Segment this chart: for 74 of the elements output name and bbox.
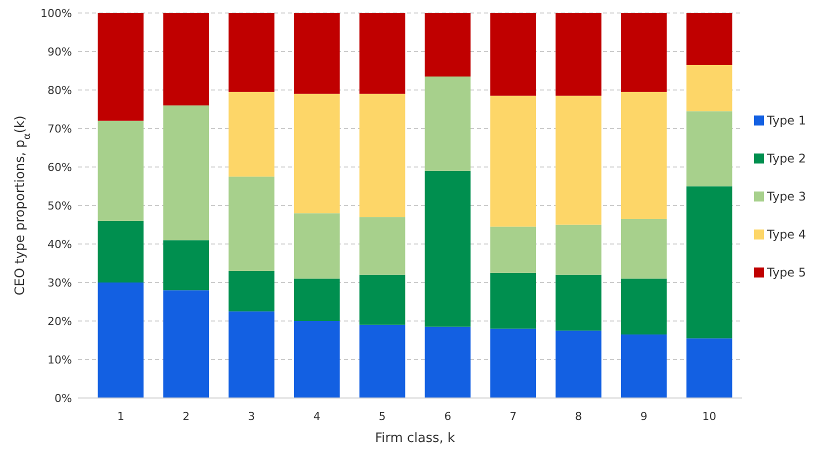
legend-label: Type 1 — [766, 114, 806, 128]
bar — [490, 272, 536, 329]
bar — [490, 328, 536, 398]
bar — [228, 270, 274, 312]
y-tick-label: 30% — [48, 276, 72, 290]
x-tick-label: 10 — [702, 410, 716, 423]
bar — [294, 213, 340, 279]
y-tick-label: 90% — [48, 45, 72, 58]
bar — [556, 13, 602, 96]
bar — [424, 170, 471, 327]
x-tick-label: 1 — [117, 410, 124, 423]
y-tick-label: 100% — [40, 6, 72, 20]
bar — [686, 186, 732, 338]
bar — [294, 278, 340, 321]
bar — [294, 321, 340, 398]
x-tick-label: 5 — [378, 410, 386, 423]
x-tick-label: 7 — [510, 410, 517, 423]
bar — [163, 240, 209, 290]
bar — [228, 176, 274, 271]
legend-label: Type 3 — [766, 190, 806, 204]
y-tick-label: 80% — [48, 84, 72, 97]
bar — [686, 64, 732, 112]
y-tick-label: 20% — [48, 314, 72, 328]
bar — [424, 76, 471, 171]
x-tick-label: 4 — [313, 410, 320, 423]
bar — [294, 94, 340, 214]
bar — [228, 13, 274, 92]
x-tick-label: 9 — [640, 410, 648, 423]
bar — [359, 274, 406, 325]
bar — [621, 278, 667, 334]
x-tick-label: 3 — [248, 410, 255, 423]
bar — [359, 324, 406, 398]
bar — [294, 13, 340, 94]
bar — [228, 311, 274, 398]
legend-label: Type 4 — [766, 228, 806, 242]
bar — [621, 218, 667, 279]
x-tick-label: 8 — [575, 410, 582, 423]
bar — [359, 13, 406, 94]
bar — [490, 226, 536, 273]
bar — [621, 92, 667, 219]
bar — [621, 334, 667, 398]
x-tick-label: 2 — [182, 410, 190, 423]
bar — [556, 96, 602, 225]
legend-label: Type 2 — [766, 152, 806, 166]
bar — [556, 330, 602, 398]
bar — [686, 111, 732, 186]
y-tick-label: 10% — [48, 353, 72, 366]
bar — [686, 13, 732, 65]
y-tick-label: 50% — [48, 199, 72, 212]
bar — [163, 105, 209, 240]
legend-label: Type 5 — [766, 266, 806, 280]
y-tick-label: 70% — [48, 122, 72, 136]
bar — [163, 13, 209, 106]
x-axis-title: Firm class, k — [374, 431, 456, 446]
bar — [163, 290, 209, 398]
bar — [490, 96, 536, 227]
y-tick-label: 0% — [54, 392, 72, 405]
bar — [686, 338, 732, 398]
y-tick-label: 40% — [48, 238, 72, 251]
bar — [359, 217, 406, 275]
y-tick-label: 60% — [48, 160, 72, 174]
bar — [98, 282, 144, 398]
bar — [359, 94, 406, 218]
x-tick-label: 6 — [444, 410, 452, 423]
bar — [424, 326, 471, 398]
bar — [98, 120, 144, 221]
bar — [556, 274, 602, 331]
bar — [98, 13, 144, 121]
bar — [424, 13, 471, 77]
bar — [490, 13, 536, 96]
bar — [98, 220, 144, 282]
bar — [228, 92, 274, 177]
bar — [621, 13, 667, 92]
bar — [556, 224, 602, 275]
